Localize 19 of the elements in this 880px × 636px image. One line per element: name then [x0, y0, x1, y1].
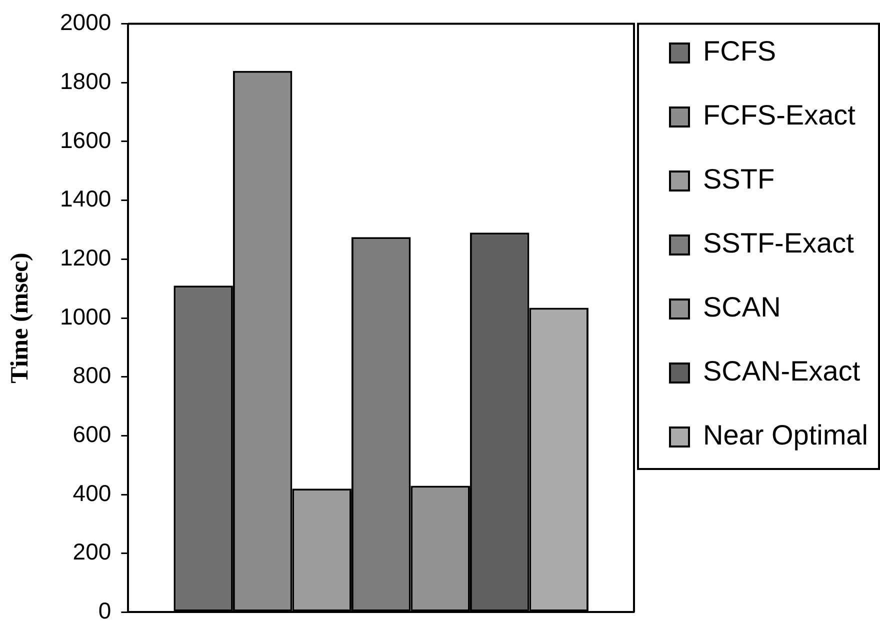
y-tick-label: 1400 [60, 186, 112, 212]
legend-label: Near Optimal [703, 420, 868, 451]
legend-label: SSTF-Exact [703, 228, 854, 259]
y-tick-label: 1000 [60, 303, 112, 330]
y-tick-label: 1600 [60, 126, 112, 153]
y-tick-label: 0 [98, 598, 112, 624]
y-tick-label: 2000 [60, 9, 112, 36]
legend-label: SCAN [703, 292, 781, 323]
y-tick-label: 400 [72, 480, 112, 506]
legend-label: FCFS [703, 36, 776, 67]
legend-label: FCFS-Exact [703, 100, 856, 131]
y-tick-label: 200 [72, 538, 112, 565]
y-tick-label: 600 [72, 421, 112, 448]
y-tick-label: 1800 [60, 68, 112, 94]
legend-label: SSTF [703, 164, 775, 195]
y-tick-label: 1200 [60, 244, 112, 271]
y-tick-label: 800 [72, 362, 112, 388]
y-axis-title: Time (msec) [6, 252, 34, 384]
legend-label: SCAN-Exact [703, 356, 860, 387]
